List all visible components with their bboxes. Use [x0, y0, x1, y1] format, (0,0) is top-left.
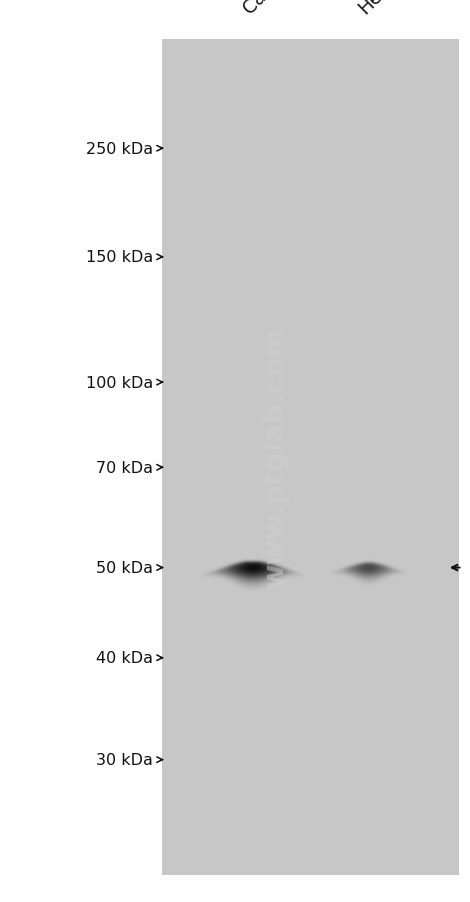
Text: 250 kDa: 250 kDa [86, 142, 153, 157]
Bar [162, 41, 458, 875]
Text: Caco-2: Caco-2 [239, 0, 298, 18]
Text: 30 kDa: 30 kDa [96, 752, 153, 768]
Text: 70 kDa: 70 kDa [96, 460, 153, 475]
Text: www.ptglab.com: www.ptglab.com [261, 327, 289, 589]
Text: 100 kDa: 100 kDa [86, 375, 153, 391]
Text: 40 kDa: 40 kDa [96, 650, 153, 666]
Text: 50 kDa: 50 kDa [96, 560, 153, 575]
Text: 150 kDa: 150 kDa [86, 250, 153, 265]
Text: HeLa: HeLa [354, 0, 402, 18]
